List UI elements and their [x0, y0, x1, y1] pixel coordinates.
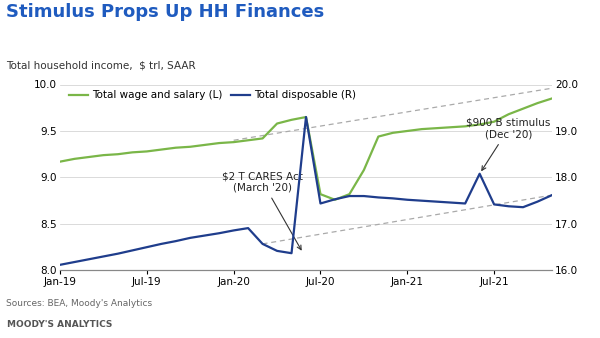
- Text: MOODY'S ANALYTICS: MOODY'S ANALYTICS: [7, 320, 113, 329]
- Text: $2 T CARES Act
(March '20): $2 T CARES Act (March '20): [222, 171, 303, 250]
- Text: Sources: BEA, Moody's Analytics: Sources: BEA, Moody's Analytics: [6, 299, 152, 308]
- Legend: Total wage and salary (L), Total disposable (R): Total wage and salary (L), Total disposa…: [65, 86, 360, 104]
- Text: $900 B stimulus
(Dec '20): $900 B stimulus (Dec '20): [466, 118, 551, 170]
- Text: Total household income,  $ trl, SAAR: Total household income, $ trl, SAAR: [6, 61, 196, 71]
- Text: Stimulus Props Up HH Finances: Stimulus Props Up HH Finances: [6, 3, 324, 21]
